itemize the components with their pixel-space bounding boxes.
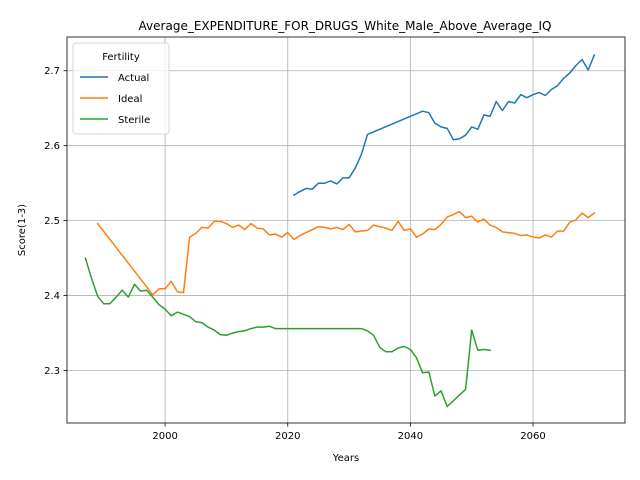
y-tick-label: 2.7 [44,66,60,77]
y-tick-label: 2.5 [44,216,60,227]
legend-label-actual: Actual [118,73,149,84]
legend-title: Fertility [102,52,140,63]
legend-box [72,42,170,135]
x-tick-label: 2040 [398,431,423,442]
x-axis: 2000 2020 2040 2060 [152,423,546,442]
x-tick-label: 2020 [275,431,300,442]
grid [67,37,625,423]
series-line-ideal [96,210,596,296]
y-tick-label: 2.3 [44,366,60,377]
legend-label-ideal: Ideal [118,94,142,105]
y-axis-title: Score(1-3) [17,204,28,256]
y-tick-label: 2.4 [44,291,60,302]
y-axis: 2.3 2.4 2.5 2.6 2.7 [44,66,67,377]
x-tick-label: 2000 [152,431,177,442]
x-tick-label: 2060 [520,431,545,442]
series-line-sterile [84,257,491,408]
x-axis-title: Years [332,453,359,464]
y-tick-label: 2.6 [44,141,60,152]
legend: Fertility Actual Ideal Sterile [72,42,170,135]
plot-frame [66,36,626,424]
series-lines [84,54,596,408]
chart-title: Average_EXPENDITURE_FOR_DRUGS_White_Male… [139,19,552,33]
series-line-actual [292,54,596,197]
legend-label-sterile: Sterile [118,115,150,126]
